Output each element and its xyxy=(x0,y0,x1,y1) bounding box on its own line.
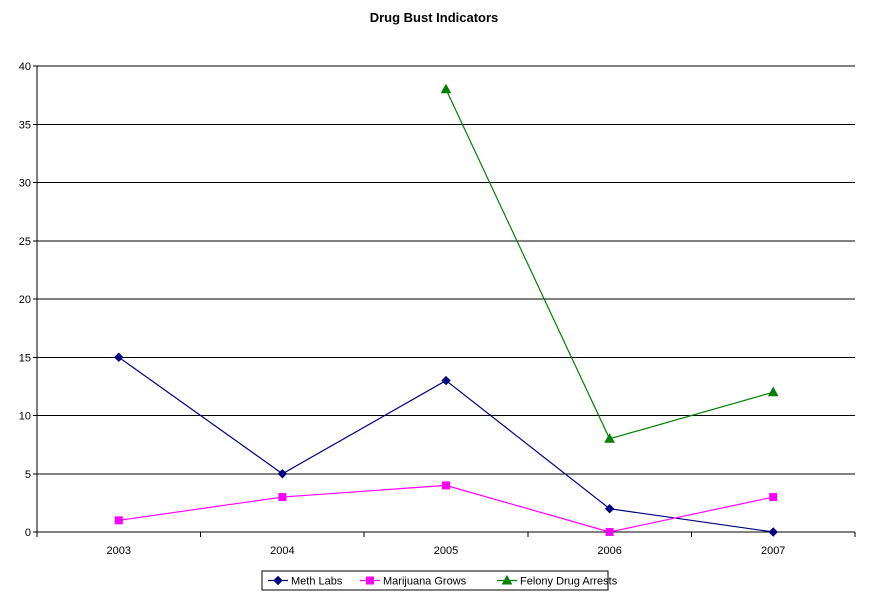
legend-marker xyxy=(366,576,374,585)
legend-label: Felony Drug Arrests xyxy=(520,576,618,588)
y-tick-label: 20 xyxy=(19,294,31,306)
x-tick-label: 2007 xyxy=(761,545,785,557)
y-tick-label: 15 xyxy=(19,352,31,364)
legend-item-meth-labs: Meth Labs xyxy=(268,576,343,588)
chart-title: Drug Bust Indicators xyxy=(370,10,499,25)
legend: Meth Labs Marijuana Grows Felony Drug Arre… xyxy=(261,570,618,591)
series-line-marijuana-grows xyxy=(118,484,774,533)
data-point-felony-drug-arrests-2007 xyxy=(767,386,779,397)
x-tick-label: 2004 xyxy=(270,545,294,557)
data-point-marijuana-grows-2006 xyxy=(605,528,614,536)
series-felony-drug-arrests xyxy=(440,83,779,443)
legend-item-felony-drug-arrests: Felony Drug Arrests xyxy=(497,574,618,588)
y-tick-label: 40 xyxy=(19,61,31,73)
data-point-felony-drug-arrests-2005 xyxy=(440,83,452,94)
legend-box xyxy=(261,570,609,591)
data-point-marijuana-grows-2007 xyxy=(769,493,778,502)
y-tick-label: 30 xyxy=(19,178,31,190)
data-point-marijuana-grows-2005 xyxy=(442,481,450,490)
x-tick-label: 2005 xyxy=(434,545,458,557)
legend-marker xyxy=(273,575,283,586)
data-point-marijuana-grows-2004 xyxy=(278,493,287,502)
series-line-felony-drug-arrests xyxy=(445,89,774,440)
legend-item-marijuana-grows: Marijuana Grows xyxy=(360,576,467,588)
axes: 0 5 10 15 20 25 30 35 40 2003 2004 2005 2006 2007 xyxy=(19,61,856,557)
x-tick-label: 2003 xyxy=(107,545,131,557)
series-meth-labs xyxy=(114,352,778,537)
legend-label: Marijuana Grows xyxy=(383,576,467,588)
data-point-meth-labs-2003 xyxy=(114,352,124,362)
data-point-meth-labs-2006 xyxy=(604,503,615,514)
data-point-meth-labs-2007 xyxy=(768,527,778,537)
data-point-marijuana-grows-2003 xyxy=(114,516,123,525)
y-tick-label: 5 xyxy=(25,469,31,481)
y-tick-label: 0 xyxy=(25,527,31,539)
y-tick-label: 10 xyxy=(19,411,31,423)
legend-marker xyxy=(501,574,513,585)
x-tick-label: 2006 xyxy=(597,545,621,557)
data-point-felony-drug-arrests-2006 xyxy=(604,433,615,443)
series-marijuana-grows xyxy=(114,481,778,536)
data-point-meth-labs-2004 xyxy=(277,469,288,479)
y-tick-label: 35 xyxy=(19,119,31,131)
grid-lines xyxy=(37,65,855,475)
y-tick-label: 25 xyxy=(19,236,31,248)
data-point-meth-labs-2005 xyxy=(441,375,451,386)
legend-label: Meth Labs xyxy=(291,576,343,588)
series-lines xyxy=(114,83,779,537)
